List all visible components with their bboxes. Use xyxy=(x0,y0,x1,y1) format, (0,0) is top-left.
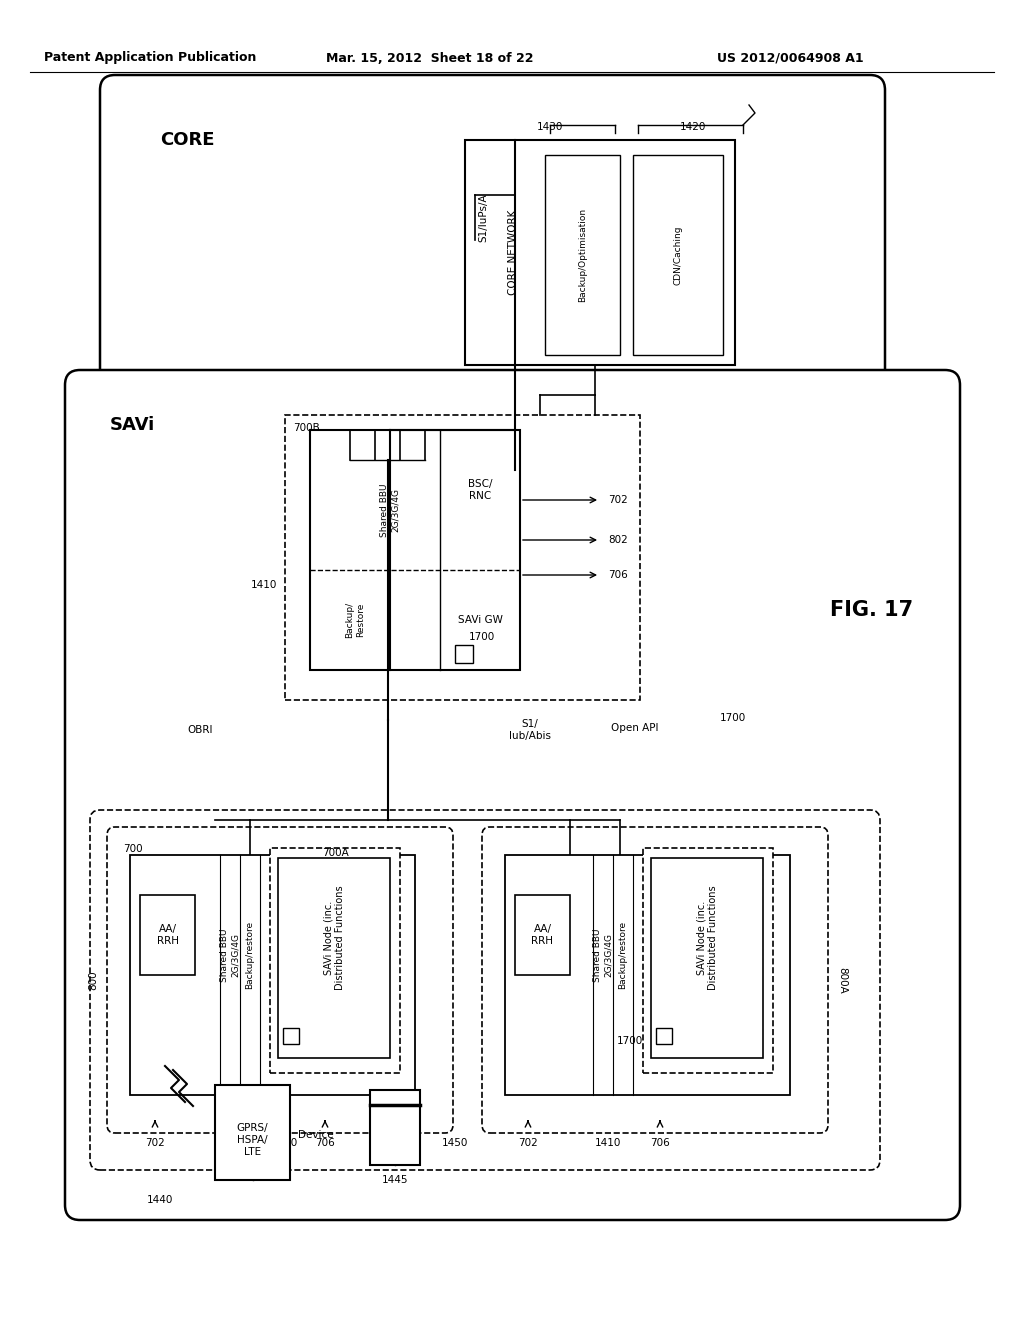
FancyBboxPatch shape xyxy=(482,828,828,1133)
FancyBboxPatch shape xyxy=(100,75,885,400)
Bar xyxy=(651,858,763,1059)
Bar xyxy=(465,140,735,366)
Text: 800: 800 xyxy=(88,970,98,990)
Text: 700: 700 xyxy=(123,843,142,854)
Text: 702: 702 xyxy=(145,1138,165,1148)
Bar xyxy=(545,154,620,355)
Text: 800A: 800A xyxy=(837,966,847,994)
Text: CORE: CORE xyxy=(160,131,214,149)
Text: US 2012/0064908 A1: US 2012/0064908 A1 xyxy=(717,51,863,65)
Text: Backup/
Restore: Backup/ Restore xyxy=(345,602,365,638)
Text: SAVi Node (inc.
Distributed Functions: SAVi Node (inc. Distributed Functions xyxy=(324,886,345,990)
Text: Shared BBU
2G/3G/4G: Shared BBU 2G/3G/4G xyxy=(593,928,612,982)
Text: Mar. 15, 2012  Sheet 18 of 22: Mar. 15, 2012 Sheet 18 of 22 xyxy=(327,51,534,65)
Text: 1410: 1410 xyxy=(595,1138,622,1148)
Text: FIG. 17: FIG. 17 xyxy=(830,601,913,620)
Text: Backup/restore: Backup/restore xyxy=(246,921,255,989)
Text: S1/IuPs/A: S1/IuPs/A xyxy=(478,194,488,243)
Text: SAVi: SAVi xyxy=(110,416,156,434)
Text: S1/
Iub/Abis: S1/ Iub/Abis xyxy=(509,719,551,741)
Text: Patent Application Publication: Patent Application Publication xyxy=(44,51,256,65)
Text: 702: 702 xyxy=(518,1138,538,1148)
Text: Shared BBU
2G/3G/4G: Shared BBU 2G/3G/4G xyxy=(220,928,240,982)
Text: 700B: 700B xyxy=(293,422,319,433)
Bar xyxy=(310,430,520,671)
Bar xyxy=(633,154,723,355)
Bar xyxy=(215,1085,290,1180)
Text: 700A: 700A xyxy=(322,847,348,858)
Text: BSC/
RNC: BSC/ RNC xyxy=(468,479,493,500)
Text: 1700: 1700 xyxy=(616,1036,643,1045)
Text: 1420: 1420 xyxy=(680,121,707,132)
Text: GPRS/
HSPA/
LTE: GPRS/ HSPA/ LTE xyxy=(237,1123,268,1156)
Bar xyxy=(283,1028,299,1044)
Text: 802: 802 xyxy=(608,535,628,545)
Bar xyxy=(515,895,570,975)
Text: 702: 702 xyxy=(608,495,628,506)
Text: SAVi Node (inc.
Distributed Functions: SAVi Node (inc. Distributed Functions xyxy=(696,886,718,990)
Text: 1410: 1410 xyxy=(229,1138,256,1148)
Bar xyxy=(370,1090,420,1166)
Text: SAVi GW: SAVi GW xyxy=(458,615,503,624)
Text: 1440: 1440 xyxy=(146,1195,173,1205)
Text: Open API: Open API xyxy=(611,723,658,733)
Bar xyxy=(278,858,390,1059)
Text: 1700: 1700 xyxy=(272,1138,298,1148)
Bar xyxy=(140,895,195,975)
Text: 706: 706 xyxy=(315,1138,335,1148)
Text: CDN/Caching: CDN/Caching xyxy=(674,226,683,285)
Bar xyxy=(270,847,400,1073)
Text: 706: 706 xyxy=(608,570,628,579)
Text: 1445: 1445 xyxy=(382,1175,409,1185)
Bar xyxy=(130,855,415,1096)
Text: Shared BBU
2G/3G/4G: Shared BBU 2G/3G/4G xyxy=(380,483,399,537)
Text: CORE NETWORK: CORE NETWORK xyxy=(508,210,518,296)
Bar xyxy=(285,414,640,700)
Text: AA/
RRH: AA/ RRH xyxy=(531,924,554,946)
Text: OBRI: OBRI xyxy=(187,725,213,735)
Text: 1700: 1700 xyxy=(720,713,746,723)
Text: 1430: 1430 xyxy=(537,121,563,132)
Text: Device: Device xyxy=(298,1130,334,1140)
Bar xyxy=(505,855,790,1096)
Text: 1450: 1450 xyxy=(441,1138,468,1148)
FancyBboxPatch shape xyxy=(106,828,453,1133)
FancyBboxPatch shape xyxy=(65,370,961,1220)
Text: 706: 706 xyxy=(650,1138,670,1148)
Bar xyxy=(455,645,473,663)
Bar xyxy=(656,1028,672,1044)
FancyBboxPatch shape xyxy=(90,810,880,1170)
Text: 1700: 1700 xyxy=(469,632,496,642)
Text: 1410: 1410 xyxy=(251,579,278,590)
Bar xyxy=(643,847,773,1073)
Text: Backup/Optimisation: Backup/Optimisation xyxy=(578,209,587,302)
Text: AA/
RRH: AA/ RRH xyxy=(157,924,178,946)
Text: Backup/restore: Backup/restore xyxy=(618,921,628,989)
